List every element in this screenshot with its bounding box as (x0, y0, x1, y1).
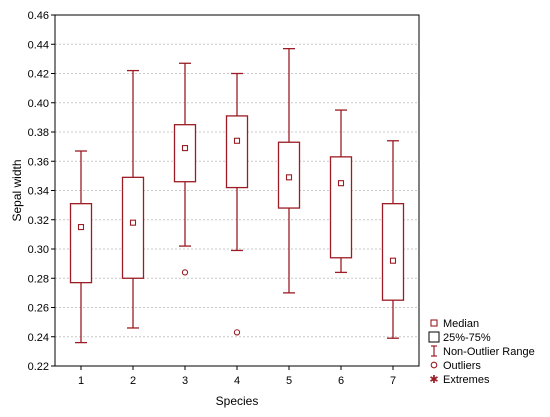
median-marker (285, 174, 293, 181)
y-tick-label: 0.40 (28, 98, 49, 110)
median-marker (233, 137, 241, 144)
legend-item-2: Non-Outlier Range (431, 345, 535, 358)
x-axis-label: Species (216, 394, 259, 408)
median-marker (77, 224, 85, 231)
box-group-1 (69, 150, 93, 344)
legend: Median 25%-75% Non-Outlier Range Outliers ✱ E… (428, 318, 535, 386)
y-axis-label: Sepal width (10, 159, 24, 221)
box-group-2 (121, 69, 145, 329)
y-tick-label: 0.24 (28, 332, 49, 344)
whisker-range-icon (431, 345, 437, 357)
y-tick-label: 0.46 (28, 10, 49, 22)
iqr-box (69, 203, 93, 284)
box-rect-icon (428, 331, 440, 343)
y-tick-label: 0.30 (28, 244, 49, 256)
boxes (69, 47, 405, 344)
outlier-circle-icon (430, 361, 438, 369)
x-tick-label: 2 (130, 375, 136, 387)
legend-item-4: ✱ Extremes (429, 374, 490, 386)
y-tick-label: 0.42 (28, 69, 49, 81)
x-axis-ticks: 1 2 3 4 5 6 7 (78, 366, 396, 387)
x-tick-label: 4 (234, 375, 240, 387)
median-marker (129, 219, 137, 226)
median-square-icon (430, 319, 438, 327)
plot-frame (54, 14, 420, 367)
iqr-box (173, 124, 197, 183)
x-tick-label: 3 (182, 375, 188, 387)
box-group-5 (277, 47, 301, 294)
iqr-box (329, 156, 353, 259)
y-tick-label: 0.44 (28, 39, 49, 51)
outlier-point (233, 329, 241, 336)
x-tick-label: 5 (286, 375, 292, 387)
legend-label: Outliers (443, 360, 481, 372)
x-tick-label: 1 (78, 375, 84, 387)
extreme-asterisk-icon: ✱ (429, 374, 438, 386)
x-tick-label: 7 (390, 375, 396, 387)
box-group-4 (225, 72, 249, 336)
legend-label: Non-Outlier Range (443, 346, 535, 358)
y-tick-label: 0.38 (28, 127, 49, 139)
y-tick-label: 0.32 (28, 215, 49, 227)
y-tick-label: 0.22 (28, 361, 49, 373)
legend-label: Median (443, 318, 479, 330)
legend-item-1: 25%-75% (428, 331, 491, 344)
iqr-box (225, 115, 249, 189)
box-group-6 (329, 109, 353, 274)
y-tick-label: 0.36 (28, 156, 49, 168)
median-marker (389, 257, 397, 264)
legend-item-0: Median (430, 318, 479, 330)
median-marker (337, 180, 345, 187)
legend-label: Extremes (443, 374, 490, 386)
y-tick-label: 0.34 (28, 186, 49, 198)
x-tick-label: 6 (338, 375, 344, 387)
y-axis-ticks: 0.22 0.24 0.26 0.28 0.30 0.32 0.34 0.36 0.38 0.40… (28, 10, 55, 373)
box-group-3 (173, 62, 197, 276)
iqr-box (121, 176, 145, 279)
median-marker (181, 145, 189, 152)
iqr-box (381, 203, 405, 301)
y-tick-label: 0.28 (28, 273, 49, 285)
y-tick-label: 0.26 (28, 303, 49, 315)
box-group-7 (381, 140, 405, 339)
outlier-point (181, 269, 189, 276)
legend-item-3: Outliers (430, 360, 481, 372)
legend-label: 25%-75% (443, 332, 491, 344)
